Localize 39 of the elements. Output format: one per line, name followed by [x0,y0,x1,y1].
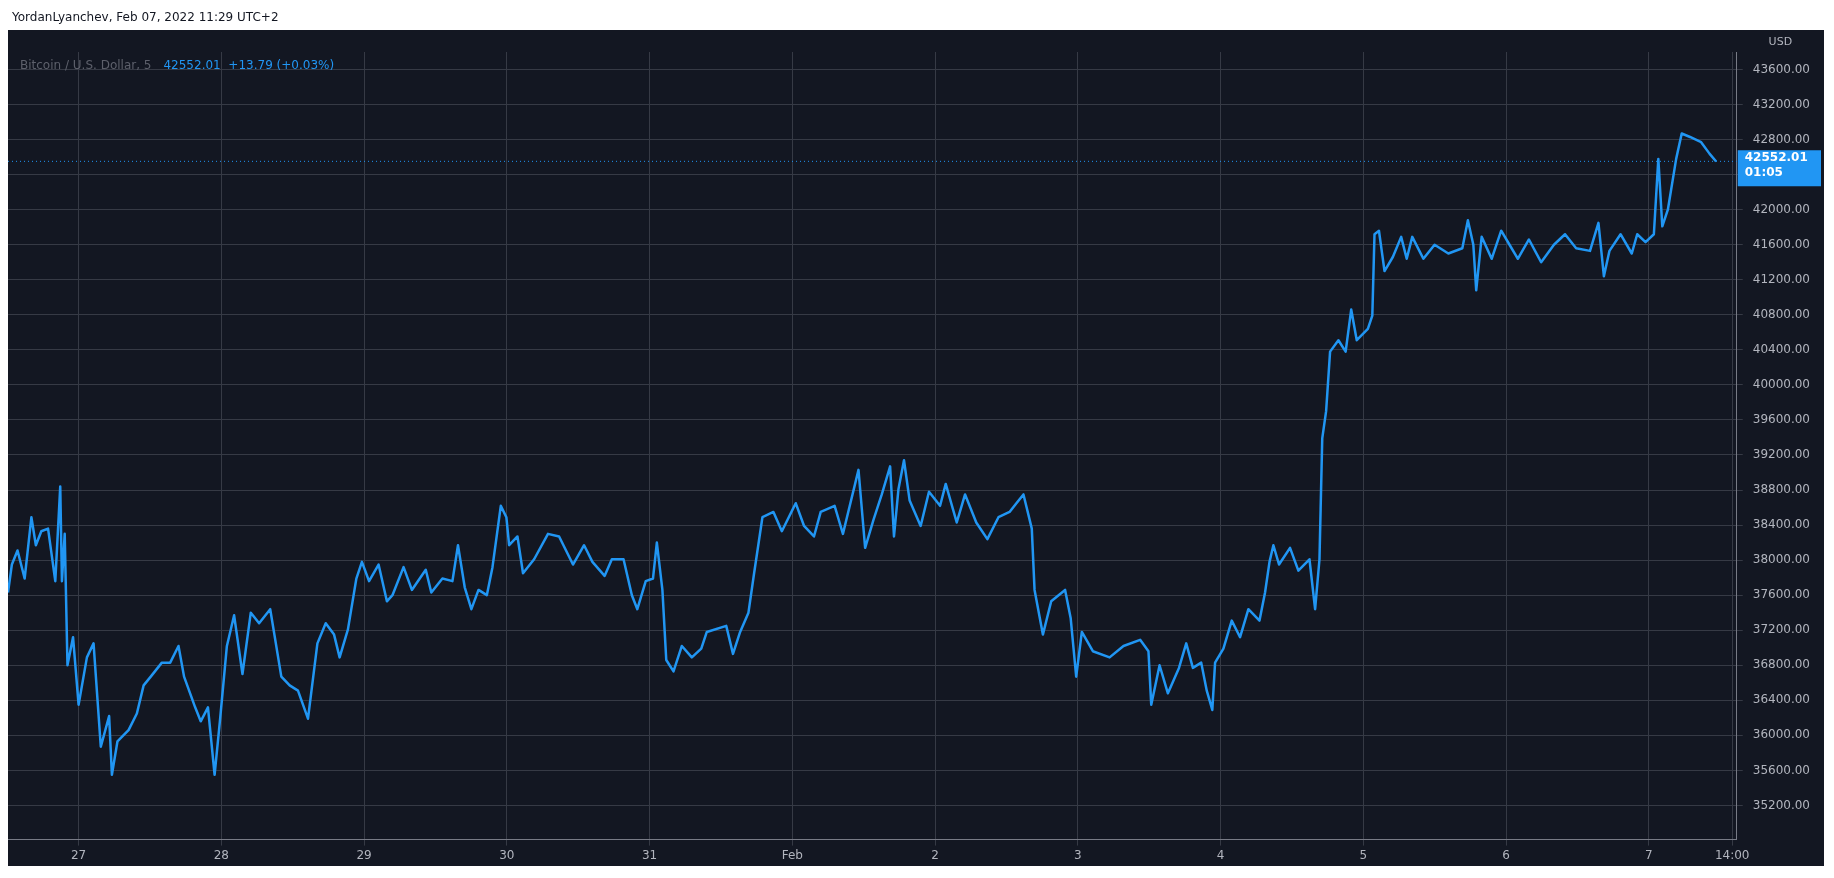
x-tick-label: 3 [1074,847,1082,862]
x-tick-label: 27 [70,847,87,862]
y-axis-title: USD [1768,34,1793,48]
x-tick-label: 14:00 [1714,847,1750,862]
chart-title: YordanLyanchev, Feb 07, 2022 11:29 UTC+2 [11,9,280,26]
y-tick-label: 41200.00 [1752,271,1811,286]
y-tick-label: 42000.00 [1752,201,1811,216]
y-tick-label: 39600.00 [1752,412,1811,427]
y-tick-label: 40800.00 [1752,306,1811,321]
y-tick-label: 37600.00 [1752,587,1811,602]
x-tick-label: 4 [1216,847,1225,862]
y-tick-label: 37200.00 [1752,622,1811,637]
ref-line-label: 42552.01 01:05 [1744,150,1808,180]
y-tick-label: 36800.00 [1752,657,1811,672]
x-tick-label: 28 [213,847,229,862]
y-tick-label: 36400.00 [1752,692,1811,707]
y-tick-label: 35200.00 [1752,797,1811,812]
y-tick-label: 43600.00 [1752,61,1811,76]
y-tick-label: 43200.00 [1752,96,1811,111]
y-tick-label: 35600.00 [1752,762,1811,777]
y-tick-label: 38800.00 [1752,482,1811,497]
x-tick-label: 29 [356,847,372,862]
x-tick-label: 30 [499,847,515,862]
y-tick-label: 38000.00 [1752,552,1811,567]
y-tick-label: 36000.00 [1752,727,1811,742]
y-tick-label: 40000.00 [1752,377,1811,392]
x-tick-label: 31 [641,847,658,862]
y-tick-label: 40400.00 [1752,341,1811,356]
x-tick-label: 5 [1359,847,1368,862]
annotation: 42552.01 +13.79 (+0.03%) [163,58,335,73]
y-tick-label: 41600.00 [1752,236,1811,251]
x-tick-label: 2 [931,847,939,862]
x-tick-label: 7 [1645,847,1653,862]
x-tick-label: 6 [1502,847,1510,862]
y-tick-label: 38400.00 [1752,517,1811,532]
y-tick-label: 42800.00 [1752,131,1811,146]
y-tick-label: 39200.00 [1752,447,1811,462]
text: Bitcoin / U.S. Dollar, 5 [20,58,152,73]
x-tick-label: Feb [781,847,803,862]
